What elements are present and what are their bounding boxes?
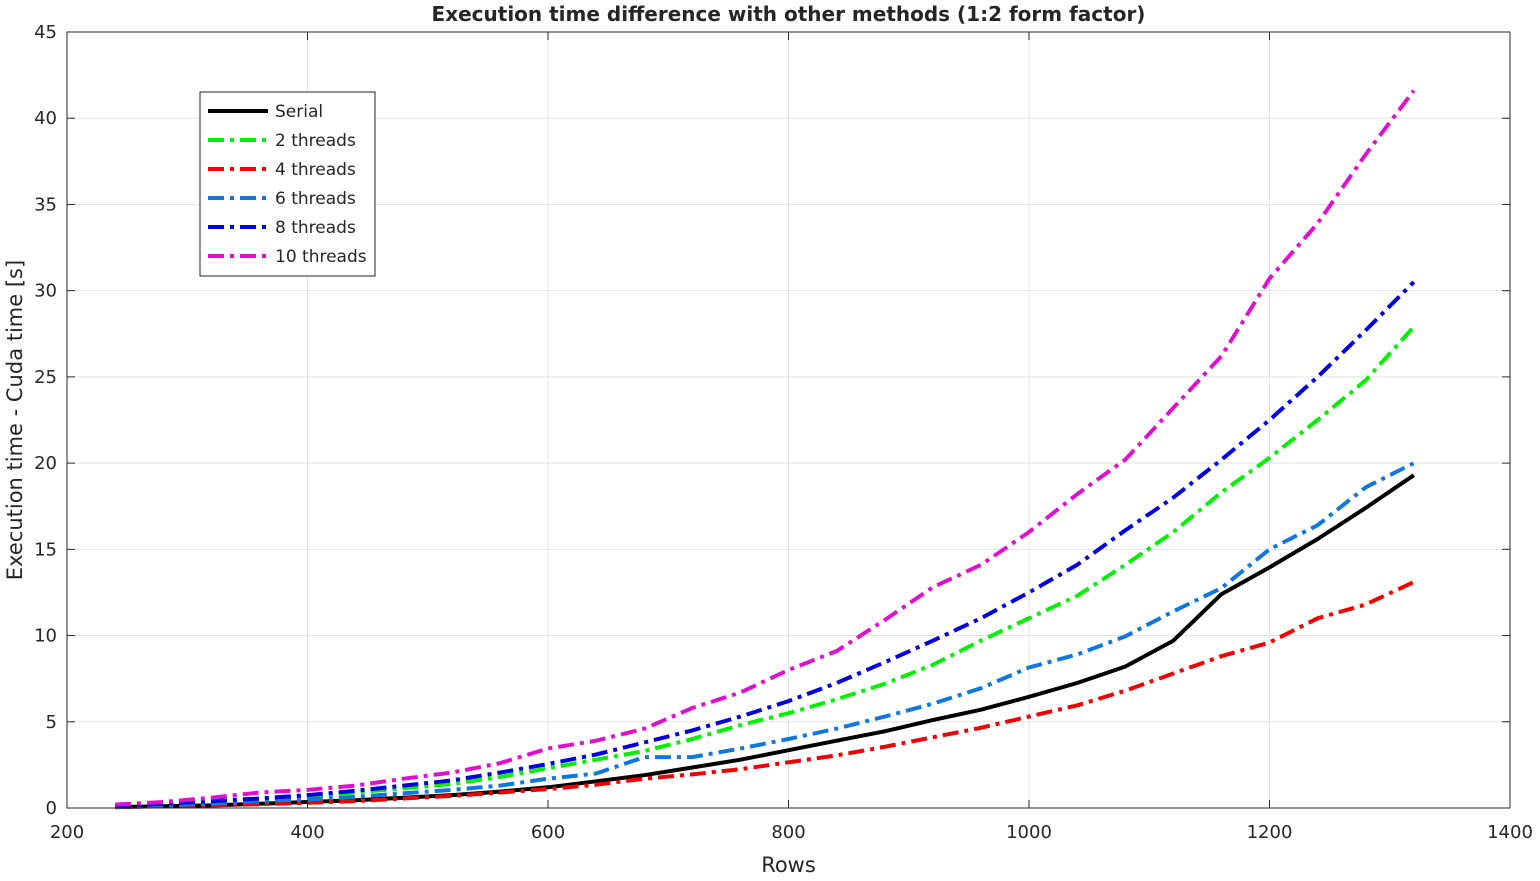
y-tick-label: 15 xyxy=(34,539,57,560)
y-tick-label: 0 xyxy=(46,798,57,819)
y-tick-label: 30 xyxy=(34,281,57,302)
axis-ticks: 200 400 600 800 1000 1200 1400 0 5 10 15 20 25 30 35 40… xyxy=(34,22,1533,843)
y-tick-label: 5 xyxy=(46,712,57,733)
x-tick-label: 1200 xyxy=(1247,822,1293,843)
legend-label: 2 threads xyxy=(275,131,356,151)
legend-label: 10 threads xyxy=(275,247,367,267)
x-tick-label: 1400 xyxy=(1487,822,1533,843)
chart-title: Execution time difference with other met… xyxy=(432,2,1146,26)
legend-label: Serial xyxy=(275,102,323,122)
y-tick-label: 35 xyxy=(34,194,57,215)
series-line-10-threads xyxy=(114,89,1416,807)
legend-label: 4 threads xyxy=(275,160,356,180)
legend-label: 8 threads xyxy=(275,218,356,238)
x-tick-label: 800 xyxy=(771,822,805,843)
x-tick-label: 400 xyxy=(290,822,324,843)
y-tick-label: 45 xyxy=(34,22,57,43)
x-axis-label: Rows xyxy=(761,853,816,877)
y-tick-label: 20 xyxy=(34,453,57,474)
legend-box xyxy=(199,91,376,277)
series-line-6-threads xyxy=(115,461,1415,810)
y-tick-label: 40 xyxy=(34,108,57,129)
x-tick-label: 200 xyxy=(50,822,84,843)
series-line-4-threads xyxy=(115,580,1415,810)
legend-label: 6 threads xyxy=(275,189,356,209)
x-tick-label: 1000 xyxy=(1006,822,1052,843)
series-line-8-threads xyxy=(114,280,1416,809)
x-tick-label: 600 xyxy=(531,822,565,843)
series-lines xyxy=(114,89,1416,810)
y-axis-label: Execution time - Cuda time [s] xyxy=(3,260,27,580)
y-tick-label: 25 xyxy=(34,367,57,388)
legend: Serial 2 threads 4 threads 6 threads 8 threa… xyxy=(199,91,376,277)
y-tick-label: 10 xyxy=(34,626,57,647)
